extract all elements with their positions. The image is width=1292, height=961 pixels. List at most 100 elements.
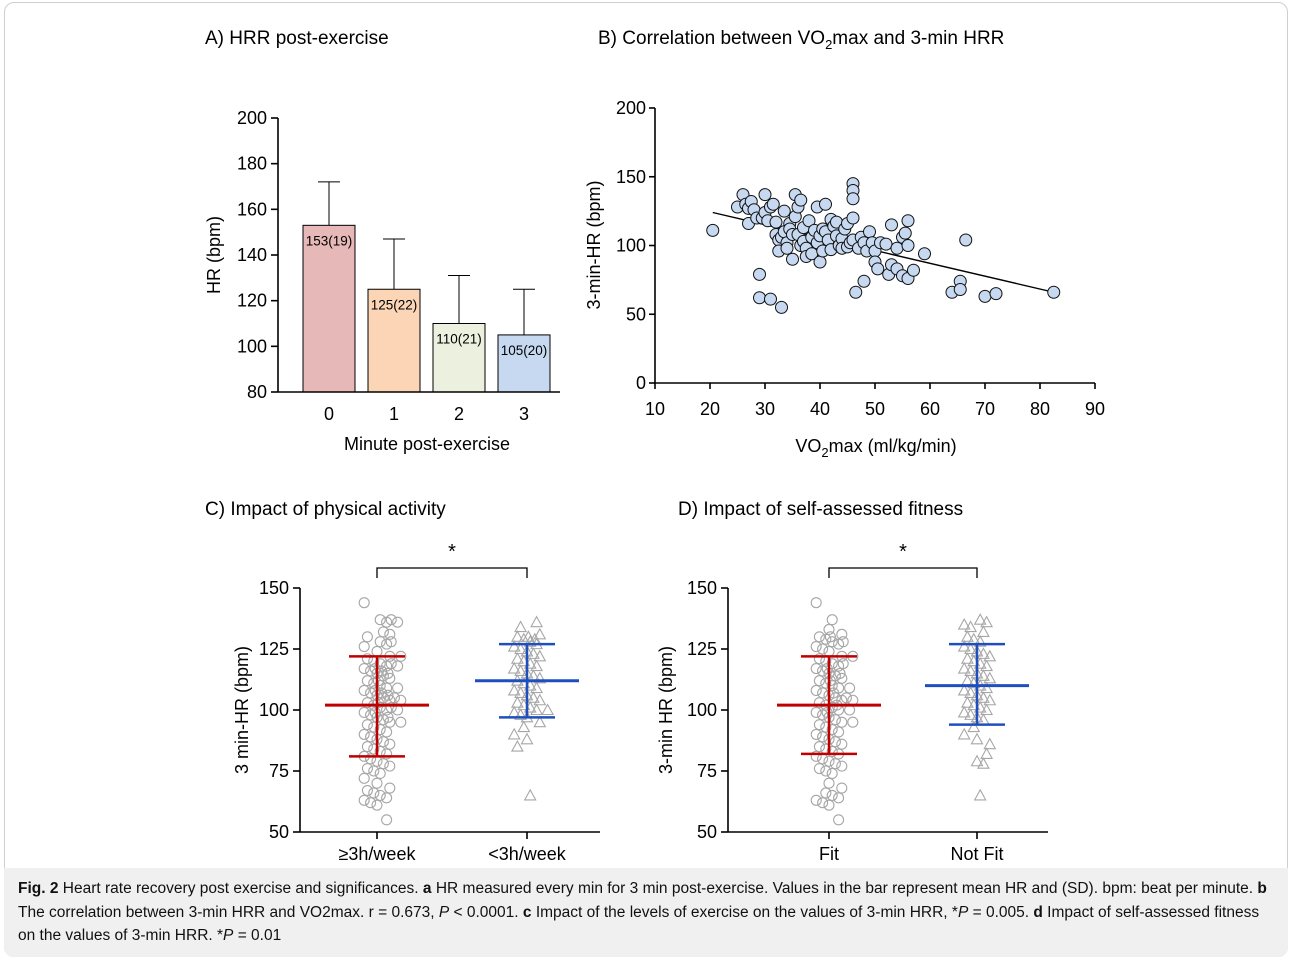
data-point [361, 719, 373, 731]
bar [367, 288, 421, 393]
data-point [510, 696, 524, 708]
data-point [823, 755, 835, 767]
data-point [826, 614, 838, 626]
figure-charts: 153(19)0125(22)1110(21)2105(20)380100120… [204, 98, 1105, 864]
data-point [820, 787, 832, 799]
data-point [514, 642, 528, 655]
data-point [817, 643, 829, 655]
data-point [964, 708, 978, 720]
data-point [358, 641, 370, 653]
data-point [813, 675, 825, 687]
x-tick-label: 90 [1085, 399, 1105, 419]
scatter-point [766, 197, 780, 211]
panel-a-title: A) HRR post-exercise [205, 28, 389, 49]
data-point [541, 703, 555, 716]
bar [497, 334, 551, 393]
data-point [530, 703, 544, 716]
data-point [523, 788, 537, 801]
x-tick-label: 0 [324, 404, 334, 424]
data-point [826, 680, 838, 692]
data-point [384, 716, 396, 728]
data-point [365, 665, 377, 677]
data-point [358, 728, 370, 740]
panel-d-title: D) Impact of self-assessed fitness [678, 499, 964, 520]
data-point [829, 692, 841, 704]
data-point [844, 682, 856, 694]
data-point [384, 760, 396, 772]
x-tick-label: 80 [1030, 399, 1050, 419]
data-point [980, 681, 994, 694]
scatter-point [901, 214, 915, 228]
x-axis-label-prefix: VO [795, 436, 821, 456]
data-point [384, 628, 396, 640]
y-tick-label: 0 [636, 373, 646, 393]
data-point [368, 787, 380, 799]
data-point [377, 736, 389, 748]
data-point [957, 705, 971, 718]
scatter-point [907, 263, 920, 277]
data-point [361, 675, 373, 687]
scatter-point [857, 274, 871, 288]
scatter-point [846, 211, 860, 225]
data-point [833, 660, 845, 672]
y-axis-label: 3 min-HR (bpm) [232, 646, 252, 774]
x-tick-label: ≥3h/week [339, 844, 417, 864]
data-point [957, 617, 971, 630]
scatter-point [918, 247, 931, 261]
data-point [817, 665, 829, 677]
scatter-point [753, 267, 766, 281]
data-point [368, 677, 380, 689]
scatter-point [959, 233, 973, 247]
data-point [829, 758, 841, 770]
x-tick-label: 40 [810, 399, 830, 419]
data-point [533, 693, 547, 706]
data-point [358, 772, 370, 784]
scatter-point [786, 252, 799, 266]
data-point [514, 686, 528, 698]
data-point [823, 799, 835, 811]
data-point [960, 652, 974, 664]
scatter-point [863, 225, 876, 239]
x-axis-label: Minute post-exercise [344, 434, 510, 454]
data-point [960, 696, 974, 708]
panel-b-title-sub: 2 [825, 36, 833, 52]
x-tick-label: 50 [865, 399, 885, 419]
scatter-point [849, 285, 863, 299]
scatter-point [753, 291, 766, 305]
x-tick-label: 60 [920, 399, 940, 419]
data-point [826, 789, 838, 801]
data-point [976, 625, 990, 637]
x-tick-label: 20 [700, 399, 720, 419]
data-point [810, 597, 822, 609]
y-tick-label: 100 [237, 336, 267, 356]
data-point [368, 765, 380, 777]
y-tick-label: 100 [616, 236, 646, 256]
data-point [817, 687, 829, 699]
data-point [523, 635, 537, 647]
caption-c-p-text: = 0.005. [968, 903, 1034, 921]
x-tick-label: 2 [454, 404, 464, 424]
bar-data-label: 153(19) [306, 233, 353, 248]
data-point [365, 731, 377, 743]
caption-c-p: P [957, 903, 969, 921]
x-tick-label: <3h/week [488, 844, 567, 864]
data-point [820, 721, 832, 733]
scatter-point [989, 287, 1003, 301]
y-tick-label: 150 [687, 578, 717, 598]
data-point [817, 753, 829, 765]
data-point [510, 630, 524, 642]
x-tick-label: 30 [755, 399, 775, 419]
data-point [374, 767, 386, 779]
y-tick-label: 50 [269, 822, 289, 842]
data-point [980, 659, 994, 672]
data-point [957, 727, 971, 740]
data-point [823, 623, 835, 636]
y-axis-label: 3-min-HR (bpm) [584, 180, 604, 309]
data-point [361, 631, 373, 643]
data-point [507, 683, 521, 696]
scatter-point [706, 223, 720, 237]
data-point [813, 741, 825, 753]
data-point [976, 757, 990, 769]
data-point [361, 653, 373, 665]
data-point [377, 714, 389, 726]
